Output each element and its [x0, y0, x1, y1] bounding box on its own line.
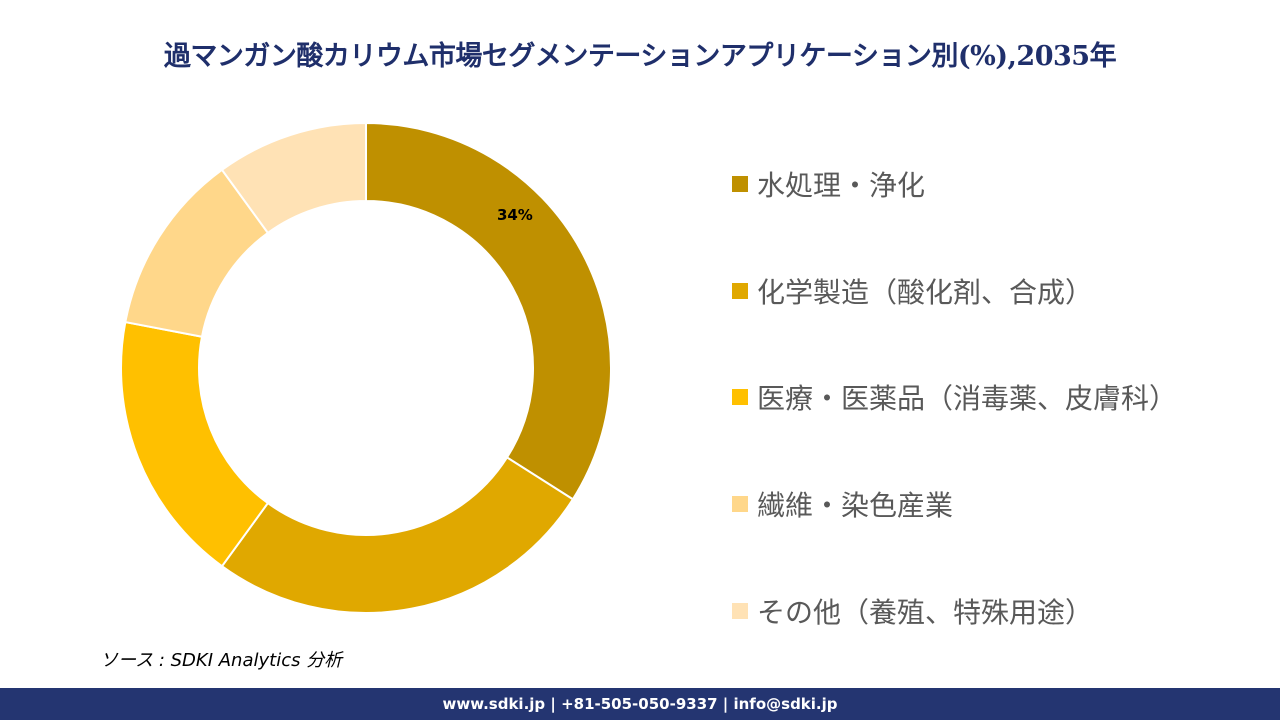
donut-slice-3 [120, 320, 270, 568]
legend-swatch [732, 176, 748, 192]
legend-label: 化学製造（酸化剤、合成） [757, 276, 1094, 309]
footer-contact: www.sdki.jp | +81-505-050-9337 | info@sd… [0, 688, 1280, 720]
donut-slice-2 [220, 456, 575, 614]
legend-label: 水処理・浄化 [757, 169, 926, 202]
legend-item: 医療・医薬品（消毒薬、皮膚科） [732, 377, 1177, 417]
legend-swatch [732, 603, 748, 619]
legend-label: 医療・医薬品（消毒薬、皮膚科） [757, 382, 1178, 415]
legend-item: 繊維・染色産業 [732, 484, 953, 524]
donut-slice-5 [220, 121, 367, 235]
legend-item: 化学製造（酸化剤、合成） [732, 271, 1093, 311]
legend-label: 繊維・染色産業 [757, 489, 954, 522]
source-note: ソース : SDKI Analytics 分析 [100, 650, 343, 671]
legend-item: その他（養殖、特殊用途） [732, 591, 1093, 631]
legend-label: その他（養殖、特殊用途） [757, 596, 1094, 629]
data-label: 34% [497, 206, 533, 224]
legend-item: 水処理・浄化 [732, 164, 925, 204]
donut-chart: 34% [120, 121, 612, 614]
chart-title: 過マンガン酸カリウム市場セグメンテーションアプリケーション別(%),2035年 [163, 41, 1117, 72]
donut-slice-1 [365, 121, 612, 501]
legend-swatch [732, 283, 748, 299]
legend-swatch [732, 496, 748, 512]
legend-swatch [732, 389, 748, 405]
